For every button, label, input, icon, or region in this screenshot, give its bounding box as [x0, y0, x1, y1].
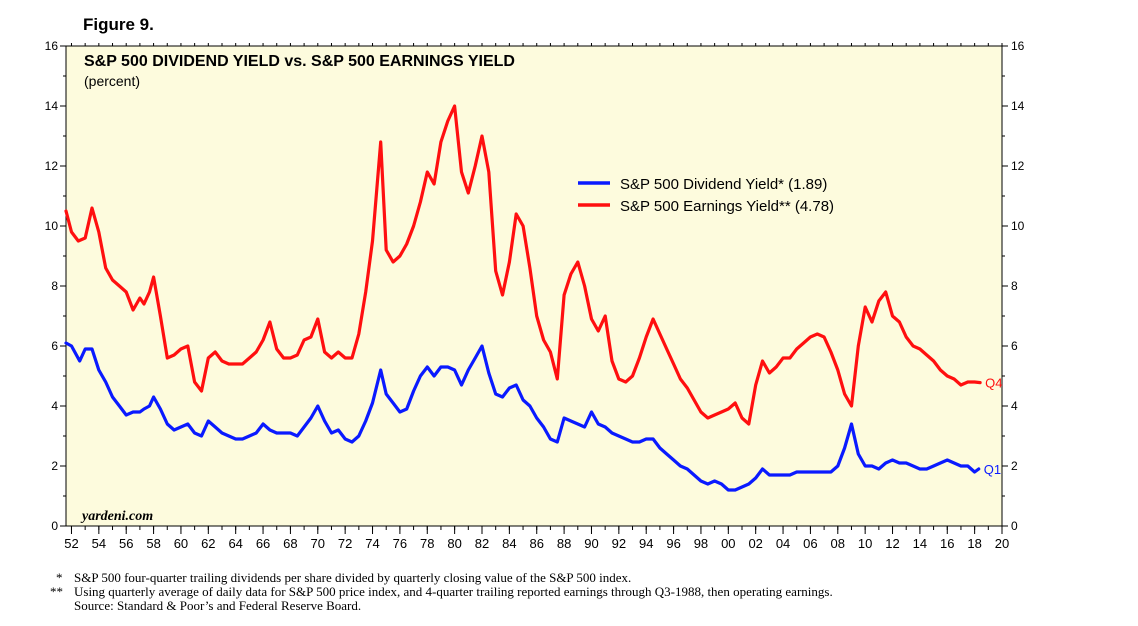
x-tick-label: 94 — [639, 536, 653, 551]
x-tick-label: 08 — [831, 536, 845, 551]
y-tick-label-left: 16 — [45, 39, 59, 53]
source-note: Source: Standard & Poor’s and Federal Re… — [74, 598, 362, 613]
x-tick-label: 74 — [365, 536, 379, 551]
y-tick-label-right: 2 — [1011, 459, 1018, 473]
y-tick-label-left: 8 — [51, 279, 58, 293]
x-tick-label: 88 — [557, 536, 571, 551]
x-tick-label: 70 — [311, 536, 325, 551]
x-tick-label: 84 — [502, 536, 516, 551]
earnings-yield-line — [64, 104, 982, 426]
x-tick-label: 60 — [174, 536, 188, 551]
chart-title: S&P 500 DIVIDEND YIELD vs. S&P 500 EARNI… — [84, 53, 515, 70]
x-tick-label: 66 — [256, 536, 270, 551]
chart-subtitle: (percent) — [84, 73, 140, 89]
legend: S&P 500 Dividend Yield* (1.89) S&P 500 E… — [578, 176, 834, 215]
y-tick-label-left: 14 — [45, 99, 59, 113]
x-tick-label: 02 — [748, 536, 762, 551]
y-tick-label-left: 2 — [51, 459, 58, 473]
x-tick-label: 10 — [858, 536, 872, 551]
x-tick-label: 82 — [475, 536, 489, 551]
y-tick-label-left: 10 — [45, 219, 59, 233]
figure-label: Figure 9. — [83, 15, 154, 34]
dividend-end-label: Q1 — [984, 462, 1001, 477]
legend-earnings-label: S&P 500 Earnings Yield** (4.78) — [620, 198, 834, 215]
y-tick-label-right: 10 — [1011, 219, 1025, 233]
x-tick-label: 80 — [447, 536, 461, 551]
footnote-2-mark: ** — [50, 584, 63, 599]
x-tick-label: 98 — [694, 536, 708, 551]
x-tick-label: 72 — [338, 536, 352, 551]
x-tick-label: 76 — [393, 536, 407, 551]
x-tick-label: 78 — [420, 536, 434, 551]
dividend-yield-line — [64, 341, 981, 492]
watermark: yardeni.com — [80, 509, 153, 524]
earnings-end-label: Q4 — [985, 376, 1002, 391]
x-tick-label: 92 — [612, 536, 626, 551]
y-tick-label-left: 4 — [51, 399, 58, 413]
y-tick-label-right: 6 — [1011, 339, 1018, 353]
x-tick-label: 16 — [940, 536, 954, 551]
footnote-2-text: Using quarterly average of daily data fo… — [74, 584, 833, 599]
y-tick-label-right: 12 — [1011, 159, 1025, 173]
y-tick-label-left: 12 — [45, 159, 59, 173]
x-tick-label: 18 — [967, 536, 981, 551]
y-tick-label-left: 6 — [51, 339, 58, 353]
y-tick-label-right: 16 — [1011, 39, 1025, 53]
x-tick-label: 64 — [228, 536, 242, 551]
x-tick-label: 52 — [64, 536, 78, 551]
y-tick-label-right: 8 — [1011, 279, 1018, 293]
x-tick-label: 54 — [92, 536, 106, 551]
x-tick-label: 96 — [666, 536, 680, 551]
x-tick-label: 20 — [995, 536, 1009, 551]
x-tick-label: 06 — [803, 536, 817, 551]
series-layer: Q1 Q4 — [64, 104, 1002, 492]
x-tick-label: 04 — [776, 536, 790, 551]
x-tick-label: 86 — [530, 536, 544, 551]
x-tick-label: 90 — [584, 536, 598, 551]
y-tick-label-right: 4 — [1011, 399, 1018, 413]
x-tick-label: 14 — [913, 536, 927, 551]
x-tick-label: 68 — [283, 536, 297, 551]
y-tick-label-left: 0 — [51, 519, 58, 533]
legend-dividend-label: S&P 500 Dividend Yield* (1.89) — [620, 176, 827, 193]
footnote-1-mark: * — [56, 570, 63, 585]
footnote-1-text: S&P 500 four-quarter trailing dividends … — [74, 570, 632, 585]
y-tick-label-right: 0 — [1011, 519, 1018, 533]
x-tick-label: 56 — [119, 536, 133, 551]
x-tick-label: 58 — [146, 536, 160, 551]
x-tick-label: 62 — [201, 536, 215, 551]
x-tick-label: 00 — [721, 536, 735, 551]
x-tick-label: 12 — [885, 536, 899, 551]
y-tick-label-right: 14 — [1011, 99, 1025, 113]
